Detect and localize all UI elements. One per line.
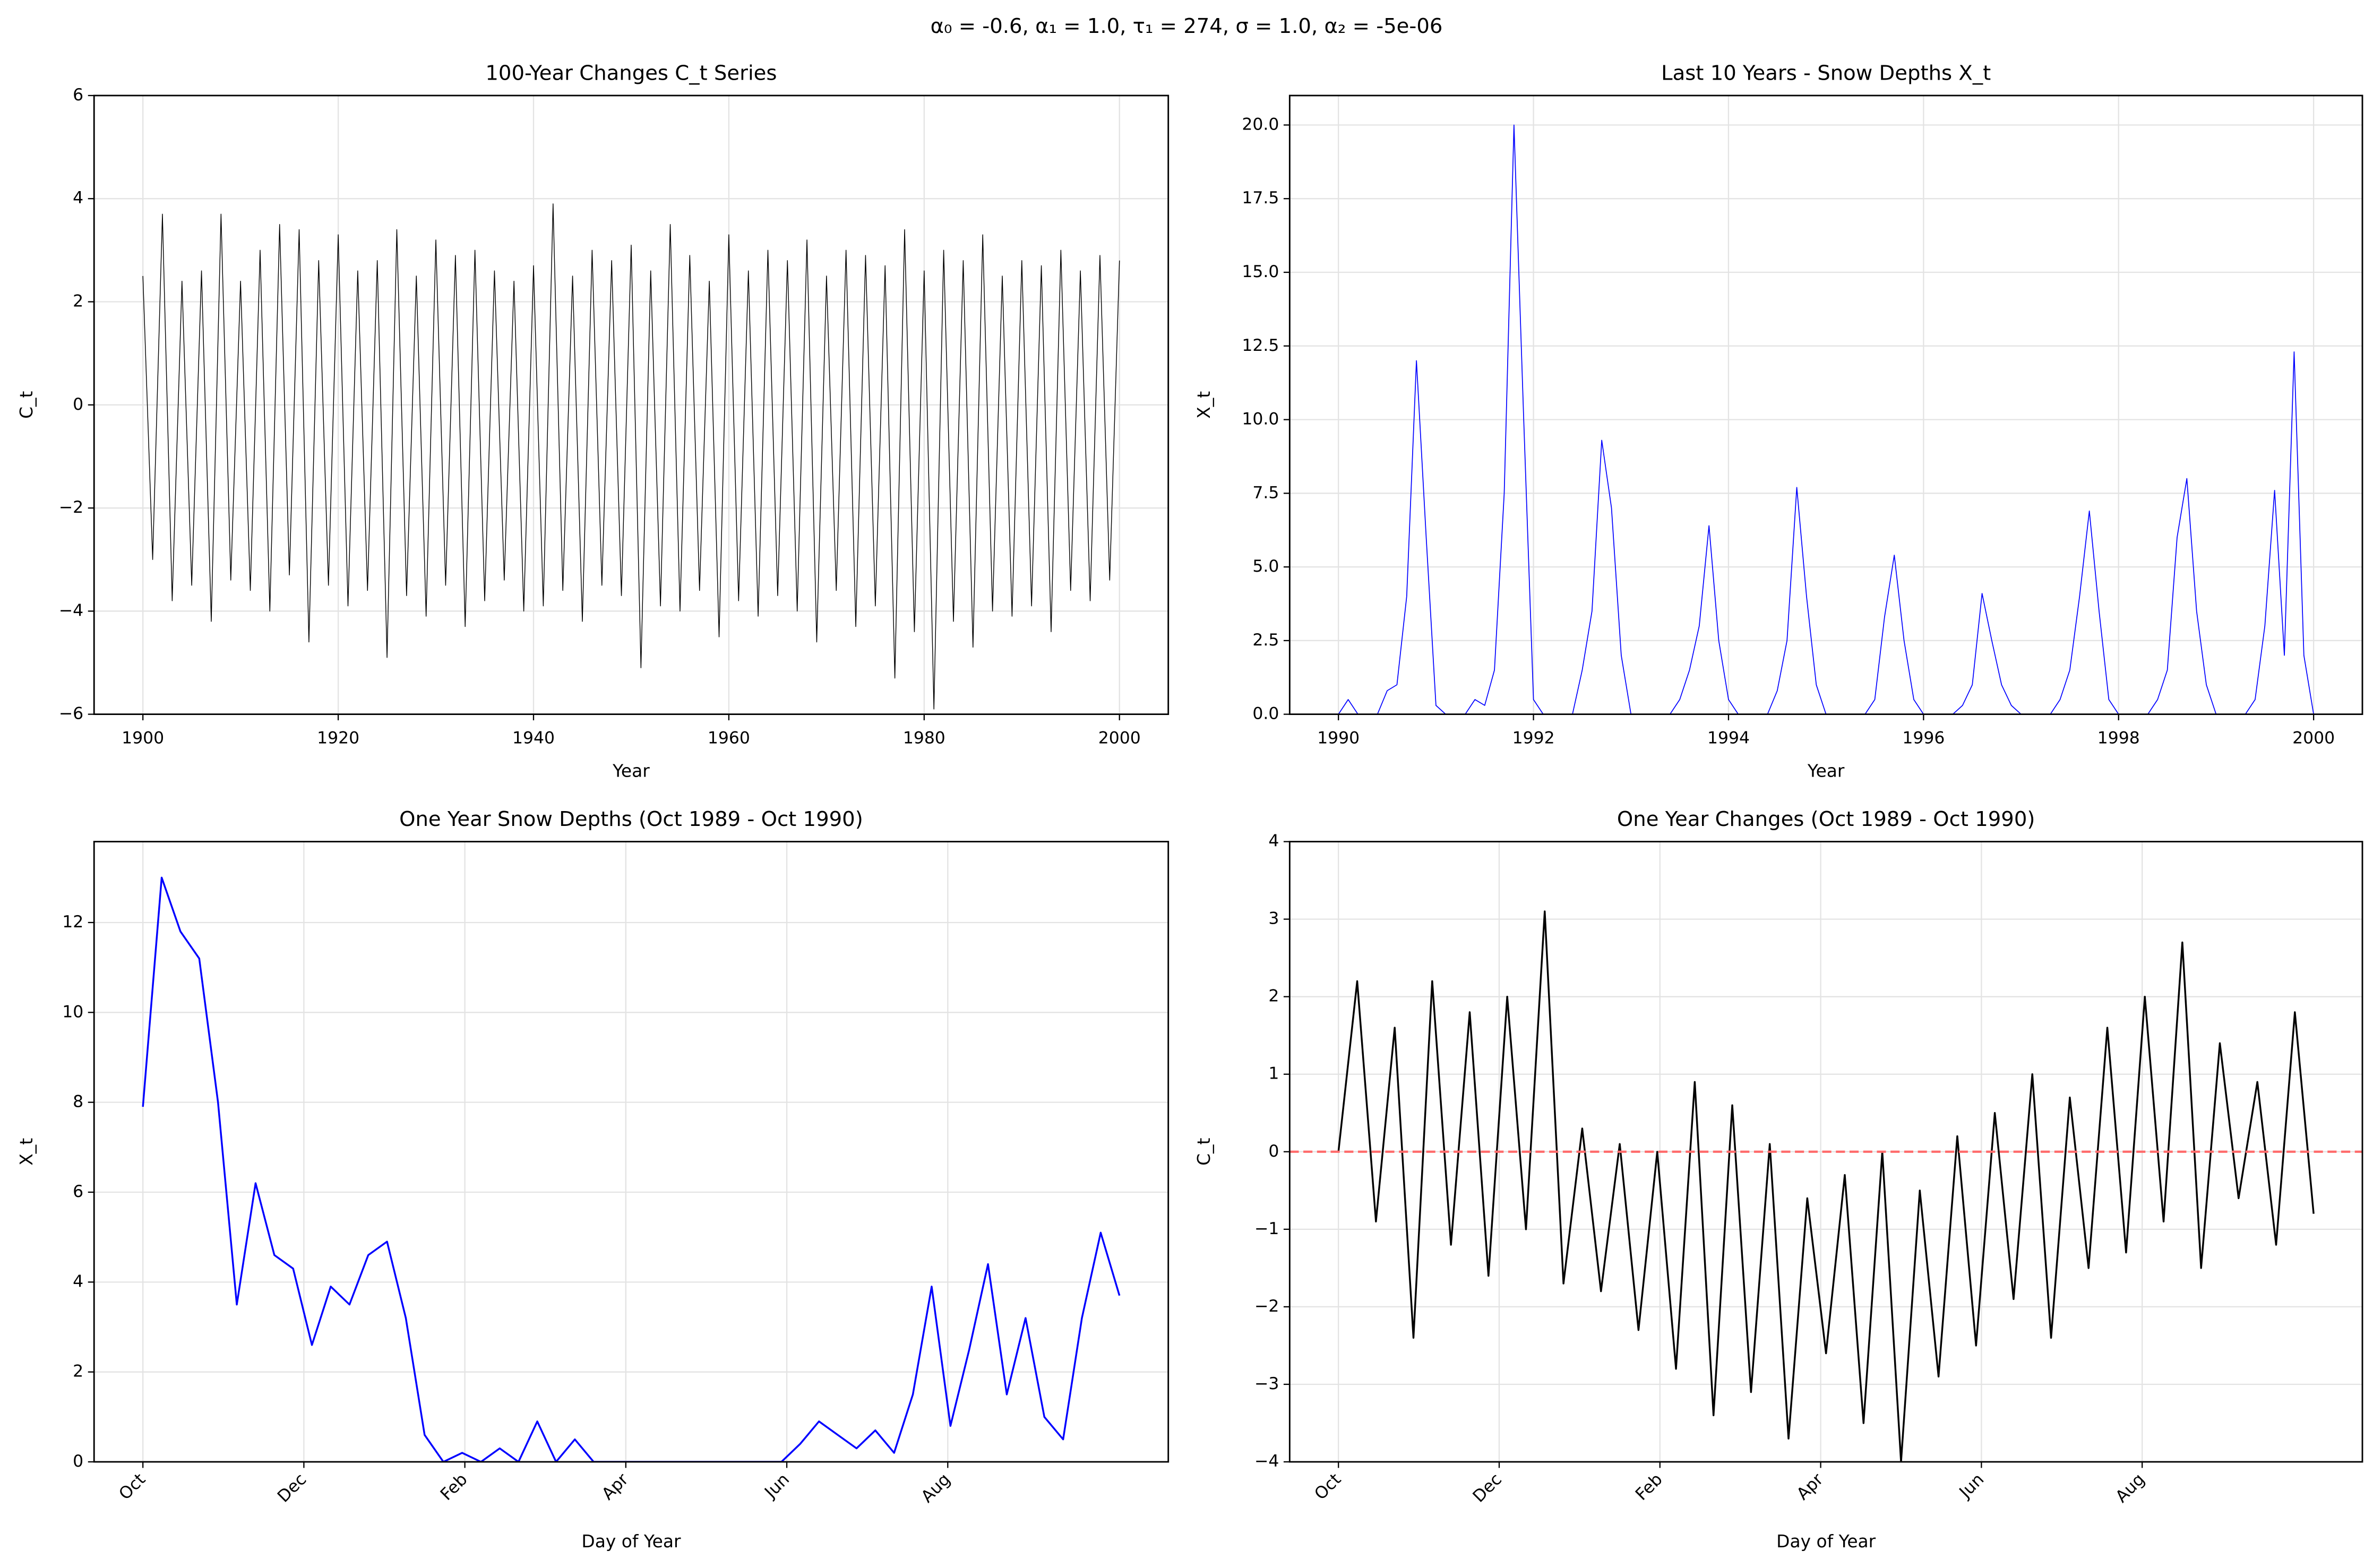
x-tick-label: 1998	[2097, 728, 2140, 747]
y-tick-label: 0.0	[1252, 704, 1279, 723]
y-tick-label: −3	[1254, 1374, 1279, 1393]
y-tick-label: 2	[73, 292, 83, 311]
y-tick-label: −4	[59, 601, 83, 620]
subplot-title: 100-Year Changes C_t Series	[485, 61, 777, 85]
y-axis-label: C_t	[16, 391, 37, 419]
y-axis-label: X_t	[16, 1138, 37, 1166]
y-tick-label: 4	[73, 188, 83, 208]
y-tick-label: −1	[1254, 1219, 1279, 1238]
y-tick-label: 0	[73, 1452, 83, 1471]
x-tick-label: 1900	[122, 728, 164, 747]
y-tick-label: 0	[1268, 1142, 1279, 1161]
axes-frame	[93, 94, 1170, 716]
axes-frame	[93, 841, 1170, 1463]
y-tick-label: 5.0	[1252, 557, 1279, 576]
y-tick-label: −4	[1254, 1452, 1279, 1471]
subplot: 1990 1992 1994 1996 1998 2000 0.0 2.5 5.0 7.5 10.0…	[1193, 61, 2363, 781]
x-tick-label: 1960	[708, 728, 750, 747]
y-tick-label: 8	[73, 1092, 83, 1112]
x-tick-label: 1996	[1902, 728, 1945, 747]
y-axis-label: C_t	[1193, 1138, 1214, 1166]
y-tick-label: 10	[62, 1002, 83, 1021]
axes-frame	[1288, 94, 2363, 716]
y-tick-label: 12.5	[1242, 336, 1279, 355]
subplot-title: Last 10 Years - Snow Depths X_t	[1661, 61, 1991, 85]
x-axis-label: Day of Year	[1776, 1531, 1876, 1552]
x-tick-label: 1920	[317, 728, 359, 747]
y-tick-label: −6	[59, 704, 83, 723]
y-tick-label: 1	[1268, 1064, 1279, 1083]
subplot: 1900 1920 1940 1960 1980 2000 −6 −4 −2 0 2 4 6 100-Ye…	[16, 61, 1170, 781]
x-tick-label: 2000	[2292, 728, 2335, 747]
y-tick-label: 3	[1268, 909, 1279, 928]
y-axis-label: X_t	[1193, 391, 1214, 419]
x-tick-label: 1994	[1707, 728, 1750, 747]
y-tick-label: 10.0	[1242, 410, 1279, 429]
y-tick-label: 2	[1268, 987, 1279, 1006]
y-tick-label: −2	[59, 498, 83, 517]
y-tick-label: 4	[73, 1272, 83, 1291]
data-line	[142, 203, 1120, 710]
y-tick-label: 0	[73, 395, 83, 414]
x-tick-label: 1980	[903, 728, 945, 747]
y-tick-label: 4	[1268, 832, 1279, 851]
y-tick-label: 6	[73, 85, 83, 105]
y-tick-label: 2.5	[1252, 631, 1279, 650]
y-tick-label: −2	[1254, 1297, 1279, 1316]
axes-frame	[1288, 841, 2363, 1463]
y-tick-label: 15.0	[1242, 262, 1279, 281]
y-tick-label: 20.0	[1242, 115, 1279, 134]
y-tick-label: 12	[62, 912, 83, 932]
data-line	[1338, 124, 2314, 714]
x-tick-label: 1990	[1317, 728, 1360, 747]
y-tick-label: 7.5	[1252, 483, 1279, 502]
x-tick-label: 2000	[1098, 728, 1141, 747]
subplot-title: One Year Snow Depths (Oct 1989 - Oct 199…	[399, 807, 863, 831]
y-tick-label: 6	[73, 1182, 83, 1201]
data-line	[1337, 910, 2315, 1462]
x-tick-label: 1992	[1512, 728, 1555, 747]
data-line	[142, 876, 1121, 1462]
suptitle: α₀ = -0.6, α₁ = 1.0, τ₁ = 274, σ = 1.0, …	[931, 14, 1443, 38]
x-axis-label: Year	[1807, 761, 1845, 781]
x-tick-label: 1940	[512, 728, 555, 747]
x-axis-label: Day of Year	[581, 1531, 681, 1552]
y-tick-label: 17.5	[1242, 188, 1279, 208]
subplot-title: One Year Changes (Oct 1989 - Oct 1990)	[1617, 807, 2035, 831]
y-tick-label: 2	[73, 1362, 83, 1381]
x-axis-label: Year	[612, 761, 650, 781]
